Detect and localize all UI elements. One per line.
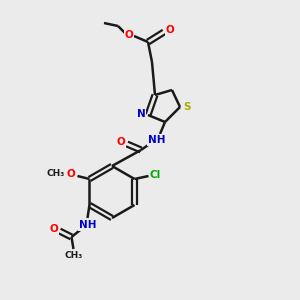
Text: N: N	[136, 109, 146, 119]
Text: O: O	[66, 169, 75, 179]
Text: NH: NH	[79, 220, 96, 230]
Text: Cl: Cl	[150, 170, 161, 180]
Text: S: S	[183, 102, 191, 112]
Text: CH₃: CH₃	[46, 169, 64, 178]
Text: O: O	[124, 30, 134, 40]
Text: CH₃: CH₃	[64, 250, 82, 260]
Text: O: O	[166, 25, 174, 35]
Text: NH: NH	[148, 135, 166, 145]
Text: O: O	[117, 137, 125, 147]
Text: O: O	[49, 224, 58, 234]
